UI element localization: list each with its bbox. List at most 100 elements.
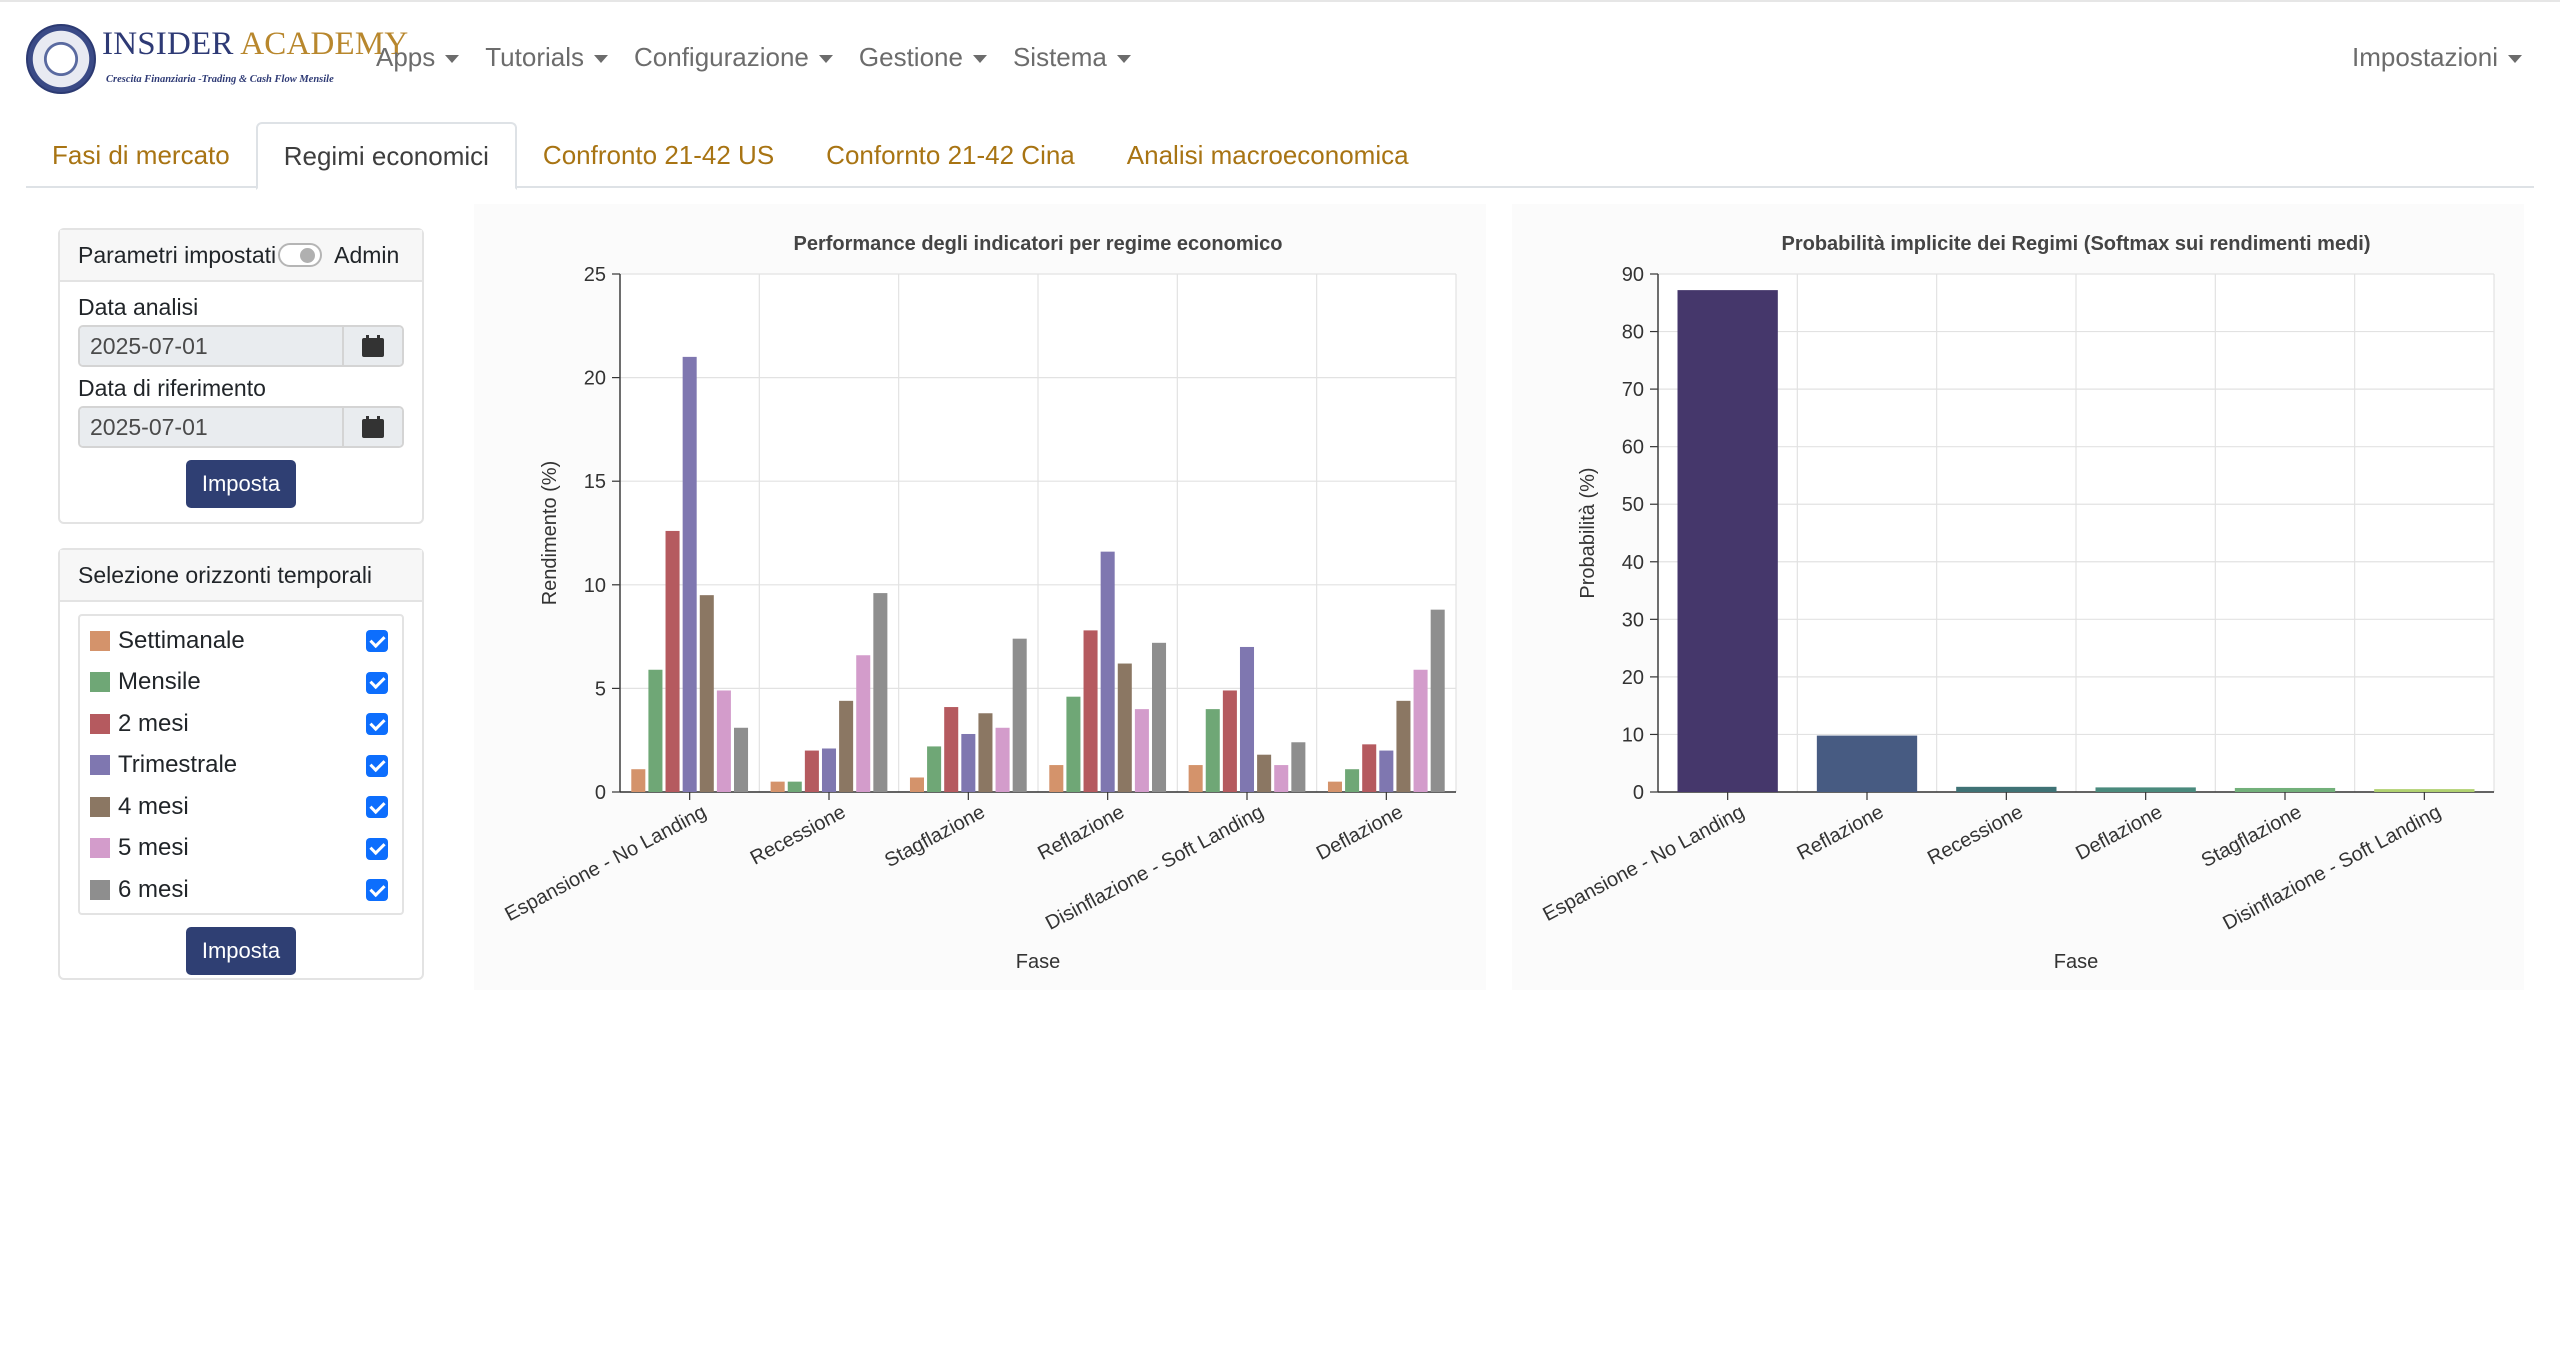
bar [1956, 786, 2057, 792]
horizon-checkbox[interactable] [366, 796, 388, 818]
bar [665, 530, 680, 792]
horizon-item-5-mesi: 5 mesi [80, 828, 402, 870]
bar [648, 669, 663, 792]
bar [770, 781, 785, 792]
y-tick-label: 70 [1622, 379, 1644, 401]
bar [1117, 663, 1132, 792]
bar [1430, 609, 1445, 792]
bar [1396, 700, 1411, 792]
horizon-checkbox[interactable] [366, 754, 388, 777]
horizon-checkbox[interactable] [366, 837, 388, 860]
y-tick-label: 15 [584, 471, 606, 493]
horizons-card-title: Selezione orizzonti temporali [78, 561, 373, 588]
bar [1152, 642, 1167, 792]
bar [1274, 765, 1289, 792]
tab-confronto-us[interactable]: Confronto 21-42 US [542, 139, 775, 170]
menu-sistema[interactable]: Sistema [1013, 42, 1131, 73]
chevron-down-icon [2508, 54, 2522, 63]
bar [1205, 709, 1220, 792]
legend-swatch [90, 755, 110, 776]
x-tick-label: Espansione - No Landing [1539, 801, 1748, 926]
y-tick-label: 50 [1622, 494, 1644, 516]
analysis-date-group [78, 325, 404, 367]
y-axis-title: Probabilità (%) [1577, 467, 1599, 598]
horizon-checkbox[interactable] [366, 879, 388, 901]
bar [995, 727, 1010, 792]
analysis-date-picker-button[interactable] [342, 327, 402, 365]
x-tick-label: Recessione [1924, 801, 2027, 869]
brand-logo[interactable]: INSIDER ACADEMY Crescita Finanziaria -Tr… [26, 24, 408, 100]
bar [804, 750, 819, 792]
bar [944, 707, 959, 792]
tab-fasi-di-mercato[interactable]: Fasi di mercato [52, 139, 230, 170]
horizon-label: Trimestrale [118, 751, 238, 779]
bar [787, 781, 802, 792]
bar [909, 777, 924, 792]
x-tick-label: Recessione [747, 801, 850, 869]
brand-tagline: Crescita Finanziaria -Trading & Cash Flo… [106, 74, 334, 85]
chevron-down-icon [445, 54, 460, 63]
menu-gestione[interactable]: Gestione [859, 42, 987, 73]
menu-impostazioni[interactable]: Impostazioni [2352, 42, 2522, 73]
bar [1100, 551, 1115, 792]
bar [1327, 781, 1342, 792]
y-tick-label: 40 [1622, 552, 1644, 574]
bar [1345, 769, 1360, 792]
horizon-item-4-mesi: 4 mesi [80, 786, 402, 828]
chevron-down-icon [594, 54, 608, 63]
bar [1379, 750, 1394, 792]
menu-impostazioni-label: Impostazioni [2352, 42, 2498, 72]
probability-chart-panel: 0 10 20 30 40 50 60 70 80 90 Espansione - No Landi… [1512, 204, 2524, 990]
tab-confronto-cina[interactable]: Confornto 21-42 Cina [826, 139, 1075, 170]
x-tick-label: Reflazione [1794, 801, 1888, 865]
performance-chart: 0 5 10 15 20 25 Espansione - No Landing Recessi… [501, 233, 1457, 973]
menu-configurazione[interactable]: Configurazione [634, 42, 833, 73]
bar [682, 356, 697, 792]
bar [1222, 690, 1237, 792]
tab-regimi-economici[interactable]: Regimi economici [255, 122, 517, 190]
calendar-icon [362, 416, 384, 438]
bar [961, 733, 976, 792]
horizon-checkbox[interactable] [366, 630, 388, 652]
horizons-card: Selezione orizzonti temporali Settimanal… [58, 548, 424, 980]
menu-gestione-label: Gestione [858, 42, 963, 72]
tab-analisi-macroeconomica[interactable]: Analisi macroeconomica [1126, 139, 1409, 170]
menu-tutorials[interactable]: Tutorials [485, 42, 608, 73]
y-tick-label: 5 [595, 678, 606, 700]
horizon-label: 4 mesi [118, 792, 189, 820]
bar [1677, 290, 1778, 792]
legend-swatch [90, 879, 110, 900]
menu-configurazione-label: Configurazione [634, 42, 809, 72]
main-menu: Apps Tutorials Configurazione Gestione S… [376, 42, 1157, 73]
horizons-submit-button[interactable]: Imposta [185, 926, 297, 975]
reference-date-label: Data di riferimento [78, 375, 266, 401]
horizon-label: Mensile [118, 668, 201, 696]
reference-date-input[interactable] [80, 408, 342, 446]
analysis-date-input[interactable] [80, 327, 342, 365]
y-tick-label: 0 [595, 782, 606, 804]
chevron-down-icon [972, 54, 987, 63]
menu-tutorials-label: Tutorials [485, 42, 584, 72]
reference-date-picker-button[interactable] [342, 408, 402, 446]
horizon-label: Settimanale [118, 626, 245, 654]
legend-swatch [90, 672, 110, 693]
bar [821, 748, 837, 792]
y-tick-label: 25 [584, 264, 606, 286]
admin-toggle[interactable] [278, 243, 323, 267]
probability-chart: 0 10 20 30 40 50 60 70 80 90 Espansione - No Landi… [1539, 233, 2495, 973]
horizon-item-6-mesi: 6 mesi [80, 869, 402, 911]
menu-apps[interactable]: Apps [376, 42, 460, 73]
horizons-card-header: Selezione orizzonti temporali [60, 550, 422, 602]
legend-swatch [90, 796, 110, 817]
legend-swatch [90, 630, 110, 651]
x-tick-label: Espansione - No Landing [501, 801, 710, 926]
brand-name: INSIDER ACADEMY [102, 26, 408, 63]
horizon-checkbox[interactable] [366, 713, 388, 735]
bar [2374, 789, 2475, 792]
horizon-checkbox[interactable] [366, 671, 388, 694]
horizon-item-trimestrale: Trimestrale [80, 745, 402, 787]
bar [856, 655, 871, 792]
x-tick-label: Disinflazione - Soft Landing [1042, 801, 1267, 935]
horizon-item-settimanale: Settimanale [80, 620, 402, 662]
params-submit-button[interactable]: Imposta [185, 460, 297, 508]
